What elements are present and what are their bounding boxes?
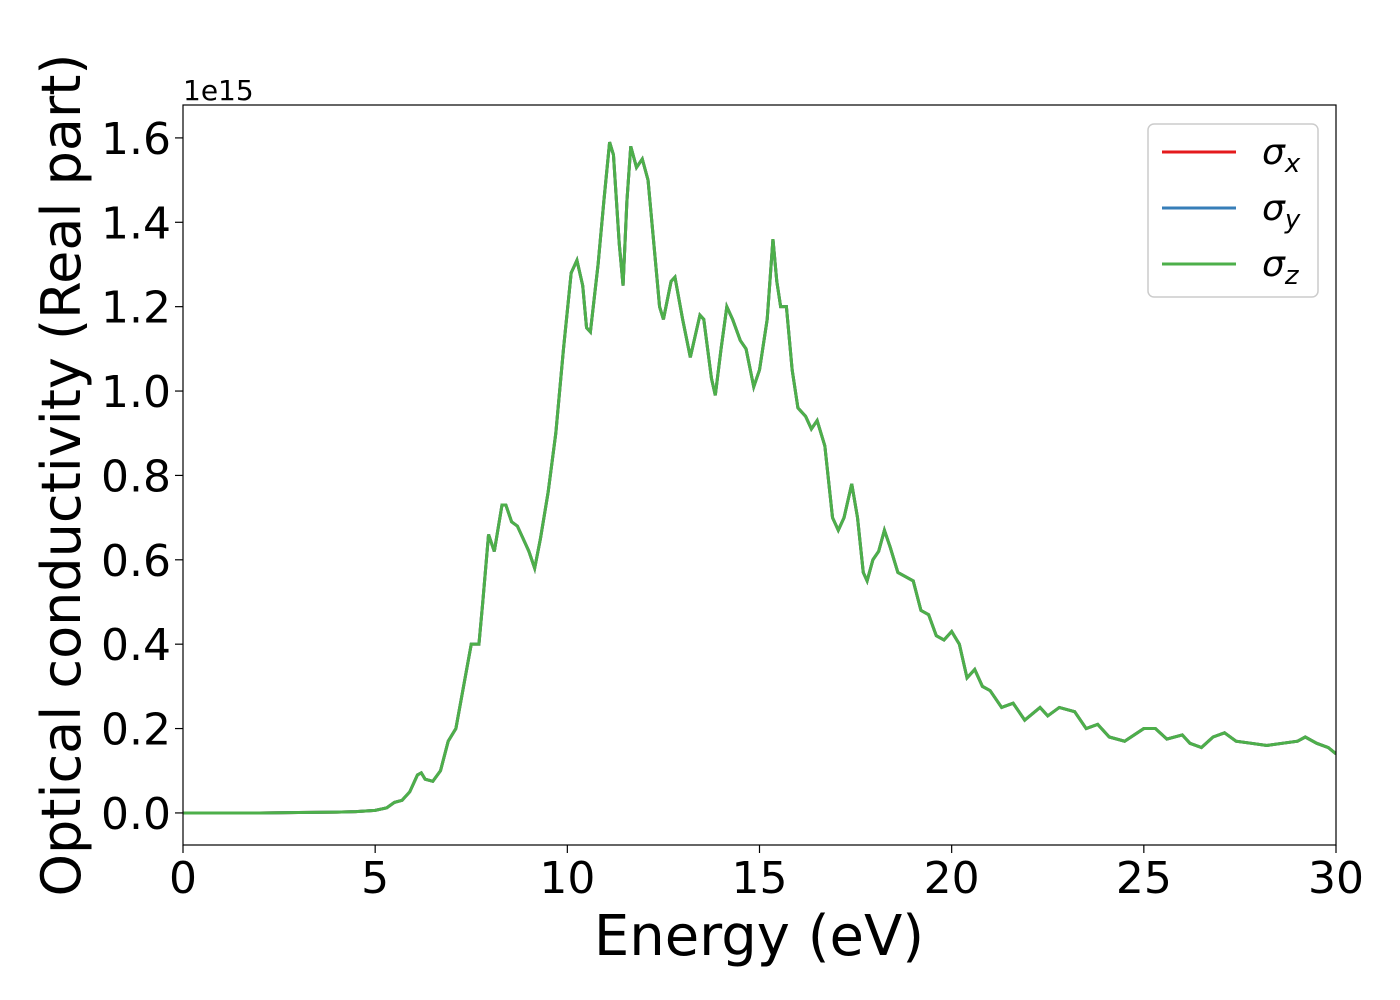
x-tick-label: 15 — [732, 853, 788, 904]
y-tick-label: 0.2 — [101, 705, 171, 756]
legend-label: σz — [1262, 244, 1300, 291]
plot-lines — [183, 141, 1336, 815]
y-tick-label: 1.0 — [101, 367, 171, 418]
x-tick-label: 0 — [169, 853, 197, 904]
y-offset-text: 1e15 — [183, 74, 254, 107]
x-tick-label: 5 — [361, 853, 389, 904]
x-tick-label: 25 — [1116, 853, 1172, 904]
y-tick-label: 1.4 — [101, 198, 171, 249]
y-tick-label: 0.0 — [101, 789, 171, 840]
legend-box — [1147, 123, 1319, 298]
y-tick-label: 0.4 — [101, 620, 171, 671]
data-line — [183, 141, 1336, 815]
y-tick-label: 1.6 — [101, 114, 171, 165]
x-axis-label: Energy (eV) — [594, 904, 924, 969]
y-axis-label: Optical conductivity (Real part) — [30, 54, 93, 897]
x-tick-label: 30 — [1308, 853, 1364, 904]
x-tick-label: 20 — [924, 853, 980, 904]
legend-label: σy — [1262, 188, 1301, 235]
x-tick-label: 10 — [539, 853, 595, 904]
legend-label: σx — [1262, 132, 1301, 179]
y-tick-label: 0.8 — [101, 451, 171, 502]
y-tick-label: 1.2 — [101, 283, 171, 334]
y-tick-label: 0.6 — [101, 536, 171, 587]
